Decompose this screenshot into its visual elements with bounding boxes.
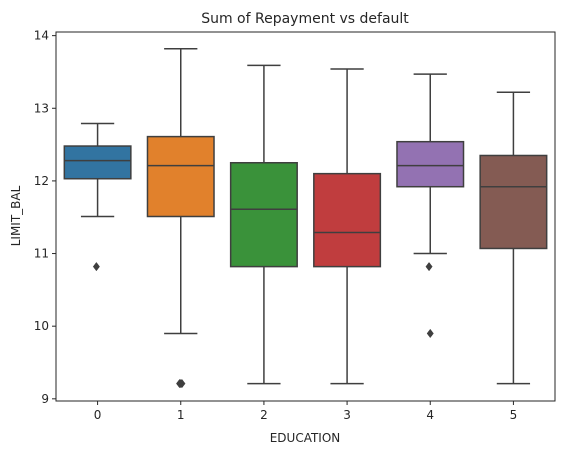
box-1 — [146, 47, 215, 389]
y-axis-label: LIMIT_BAL — [9, 185, 23, 246]
box-5 — [479, 91, 548, 385]
x-axis: 0 1 2 3 4 5 — [94, 401, 517, 422]
box-2 — [229, 64, 298, 385]
box-series — [63, 47, 548, 389]
iqr-box — [313, 172, 382, 268]
x-tick-label: 2 — [260, 408, 268, 422]
box-4 — [396, 73, 465, 339]
outlier-point — [178, 378, 186, 389]
x-tick-label: 3 — [343, 408, 351, 422]
iqr-box — [479, 154, 548, 250]
outlier-point — [92, 262, 100, 272]
box-0 — [63, 122, 132, 272]
x-axis-label: EDUCATION — [270, 431, 341, 445]
box-3 — [313, 68, 382, 385]
y-tick-label: 12 — [34, 174, 49, 188]
x-tick-label: 4 — [426, 408, 434, 422]
outlier-point — [426, 328, 434, 339]
y-axis: 9 10 11 12 13 14 — [34, 29, 56, 406]
iqr-box — [63, 145, 132, 180]
plot-area-frame — [55, 31, 556, 402]
y-tick-label: 10 — [34, 319, 49, 333]
x-tick-label: 1 — [177, 408, 185, 422]
outlier-point — [425, 262, 433, 272]
y-tick-label: 14 — [34, 29, 49, 43]
iqr-box — [229, 161, 298, 268]
x-tick-label: 0 — [94, 408, 102, 422]
y-tick-label: 13 — [34, 101, 49, 115]
chart-title: Sum of Repayment vs default — [201, 11, 409, 27]
y-tick-label: 9 — [41, 392, 49, 406]
iqr-box — [146, 135, 215, 218]
iqr-box — [396, 140, 465, 188]
y-tick-label: 11 — [34, 247, 49, 261]
x-tick-label: 5 — [510, 408, 518, 422]
